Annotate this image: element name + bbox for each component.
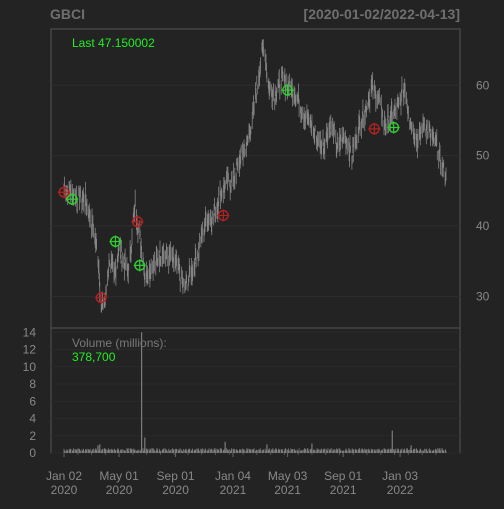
buy-marker <box>387 121 400 134</box>
volume-tick-label: 12 <box>23 343 37 357</box>
x-tick-label: May 01 <box>99 469 139 483</box>
buy-marker-cross <box>66 193 79 206</box>
x-tick-year: 2020 <box>162 483 189 497</box>
sell-marker-cross <box>58 186 70 199</box>
volume-tick-label: 6 <box>29 394 36 408</box>
price-tick-label: 30 <box>476 289 490 303</box>
sell-marker <box>95 291 108 304</box>
sell-marker <box>368 122 381 135</box>
buy-marker <box>281 84 294 97</box>
x-tick-label: Jan 04 <box>215 469 251 483</box>
x-tick-year: 2021 <box>220 483 247 497</box>
sell-marker <box>58 186 70 199</box>
x-tick-year: 2020 <box>106 483 133 497</box>
price-tick-label: 60 <box>476 78 490 92</box>
price-panel <box>50 28 461 329</box>
sell-marker-cross <box>131 215 144 228</box>
x-tick-label: Sep 01 <box>157 469 195 483</box>
x-tick-label: Sep 01 <box>324 469 362 483</box>
volume-last-value: 378,700 <box>72 350 116 364</box>
sell-marker <box>217 209 230 222</box>
volume-tick-label: 4 <box>29 412 36 426</box>
x-tick-year: 2021 <box>330 483 357 497</box>
sell-marker-cross <box>217 209 230 222</box>
buy-marker-cross <box>109 235 122 248</box>
date-range: [2020-01-02/2022-04-13] <box>304 6 460 22</box>
volume-axis-ticks: 0 2 4 6 8 10 12 14 <box>23 325 37 460</box>
sell-marker-cross <box>95 291 108 304</box>
buy-marker <box>133 259 146 272</box>
x-tick-year: 2020 <box>51 483 78 497</box>
x-tick-label: Jan 02 <box>46 469 82 483</box>
buy-marker-cross <box>133 259 146 272</box>
trade-markers <box>58 84 400 304</box>
volume-bars <box>63 332 447 453</box>
volume-tick-label: 8 <box>29 377 36 391</box>
price-tick-label: 40 <box>476 219 490 233</box>
volume-tick-label: 0 <box>29 446 36 460</box>
x-tick-label: Jan 03 <box>382 469 418 483</box>
sell-marker-cross <box>368 122 381 135</box>
buy-marker-cross <box>387 121 400 134</box>
sell-marker <box>131 215 144 228</box>
price-axis-ticks: 30 40 50 60 <box>476 78 490 303</box>
volume-baseline-bars <box>63 448 447 453</box>
volume-tick-label: 2 <box>29 429 36 443</box>
volume-tick-label: 14 <box>23 325 37 339</box>
buy-marker <box>66 193 79 206</box>
price-tick-label: 50 <box>476 149 490 163</box>
buy-marker <box>109 235 122 248</box>
volume-tick-label: 10 <box>23 360 37 374</box>
volume-label: Volume (millions): <box>72 336 167 350</box>
last-price-label: Last 47.150002 <box>72 36 155 50</box>
x-tick-year: 2022 <box>387 483 414 497</box>
chart-title: GBCI <box>50 6 85 22</box>
x-tick-year: 2021 <box>274 483 301 497</box>
x-tick-label: May 03 <box>268 469 308 483</box>
buy-marker-cross <box>281 84 294 97</box>
